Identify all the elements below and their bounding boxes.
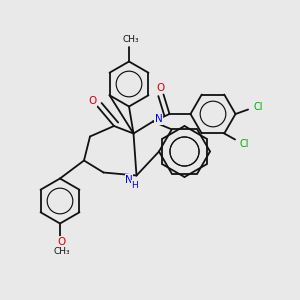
Text: O: O (88, 96, 96, 106)
Text: Cl: Cl (240, 139, 249, 149)
Text: CH₃: CH₃ (122, 35, 139, 44)
Text: O: O (57, 237, 66, 247)
Text: Cl: Cl (253, 102, 263, 112)
Text: O: O (156, 83, 165, 93)
Text: N: N (125, 175, 133, 185)
Text: H: H (132, 181, 138, 190)
Text: N: N (154, 114, 162, 124)
Text: CH₃: CH₃ (53, 247, 70, 256)
